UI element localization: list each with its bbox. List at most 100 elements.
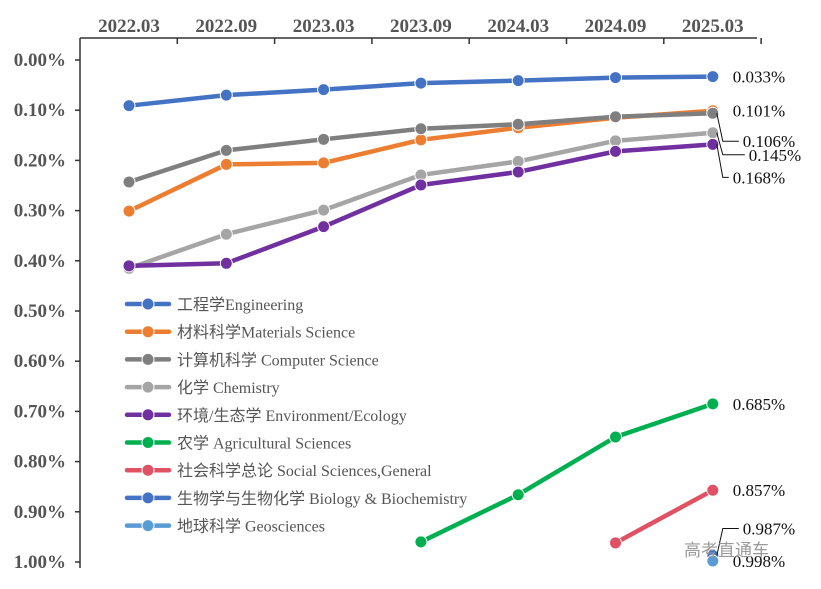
legend-label: 化学 Chemistry	[177, 379, 280, 397]
series-5	[122, 137, 720, 273]
legend-swatch-marker	[141, 325, 155, 339]
data-point	[122, 204, 136, 218]
data-point	[219, 143, 233, 157]
watermark-text: 高考直通车	[684, 541, 769, 561]
data-point	[219, 88, 233, 102]
y-tick-label: 0.20%	[14, 150, 66, 171]
legend-swatch-marker	[141, 380, 155, 394]
end-value-label: 0.857%	[733, 481, 785, 500]
legend-item: 计算机科学 Computer Science	[124, 350, 379, 369]
legend-item: 地球科学 Geosciences	[124, 518, 325, 536]
leader-line	[716, 113, 739, 142]
y-tick-label: 0.30%	[14, 201, 66, 222]
y-tick-label: 0.40%	[14, 251, 66, 272]
legend-swatch-marker	[141, 352, 155, 366]
leader-line	[716, 527, 739, 556]
end-value-label: 0.998%	[733, 552, 785, 571]
data-point	[317, 83, 331, 97]
legend-swatch-marker	[141, 408, 155, 422]
x-tick-label: 2024.09	[585, 16, 647, 37]
series-line	[126, 142, 716, 269]
label-leader-lines	[716, 113, 745, 556]
data-point	[317, 156, 331, 170]
end-value-labels: 0.033% 0.101% 0.106%0.145% 0.168% 0.685% 0.85…	[733, 68, 801, 571]
x-tick-label: 2023.09	[390, 16, 452, 37]
data-point	[414, 535, 428, 549]
legend-swatch-marker	[141, 297, 155, 311]
leader-line	[716, 132, 745, 156]
data-point	[609, 430, 622, 444]
x-tick-label: 2024.03	[487, 16, 549, 37]
data-point	[511, 488, 525, 502]
end-value-label: 0.033%	[733, 68, 785, 87]
leader-line	[716, 144, 729, 178]
end-value-label: 0.685%	[733, 395, 785, 414]
data-point	[706, 397, 720, 411]
legend-item: 农学 Agricultural Sciences	[124, 435, 351, 453]
end-value-label: 0.168%	[733, 168, 785, 187]
series-9	[706, 554, 720, 568]
end-value-label: 0.101%	[733, 102, 785, 121]
legend-item: 社会科学总论 Social Sciences,General	[124, 462, 432, 480]
data-point	[706, 70, 720, 84]
end-value-label: 0.987%	[743, 519, 795, 538]
data-point	[219, 256, 233, 270]
series-7	[609, 483, 720, 550]
legend-label: 材料科学Materials Science	[177, 324, 355, 342]
data-point	[414, 76, 428, 90]
data-point	[609, 144, 622, 158]
data-point	[317, 132, 331, 146]
data-point	[511, 74, 525, 88]
series-1	[122, 70, 720, 113]
y-tick-label: 0.70%	[14, 401, 66, 422]
y-tick-label: 1.00%	[14, 552, 66, 573]
data-point	[219, 157, 233, 171]
y-tick-label: 0.90%	[14, 502, 66, 523]
legend-swatch-marker	[141, 519, 155, 533]
series-2	[122, 104, 720, 218]
legend-label: 工程学Engineering	[177, 296, 303, 314]
legend-label: 环境/生态学 Environment/Ecology	[177, 406, 407, 425]
x-tick-label: 2023.03	[293, 16, 355, 37]
y-tick-label: 0.00%	[14, 50, 66, 71]
data-point	[414, 122, 428, 136]
data-point	[414, 133, 428, 147]
x-tick-label: 2022.09	[195, 16, 257, 37]
data-point	[219, 227, 233, 241]
legend-label: 社会科学总论 Social Sciences,General	[177, 462, 432, 480]
y-tick-labels: 0.00% 0.10% 0.20% 0.30% 0.40% 0.50% 0.60% 0.70%…	[14, 50, 66, 573]
y-tick-label: 0.60%	[14, 351, 66, 372]
legend-label: 生物学与生物化学 Biology & Biochemistry	[177, 490, 467, 508]
legend-item: 工程学Engineering	[124, 296, 303, 314]
legend-item: 材料科学Materials Science	[124, 324, 355, 342]
series-line	[418, 401, 716, 545]
x-tick-label: 2025.03	[682, 16, 744, 37]
data-point	[414, 178, 428, 192]
legend-label: 农学 Agricultural Sciences	[177, 435, 351, 453]
data-point	[122, 259, 136, 273]
legend-swatch-marker	[141, 491, 155, 505]
data-point	[706, 137, 720, 151]
data-point	[706, 106, 720, 120]
x-tick-labels: 2022.03 2022.09 2023.03 2023.09 2024.03 2024.…	[98, 16, 744, 37]
legend-label: 地球科学 Geosciences	[177, 518, 325, 536]
y-tick-label: 0.80%	[14, 452, 66, 473]
legend-item: 生物学与生物化学 Biology & Biochemistry	[124, 490, 467, 508]
data-point	[706, 483, 720, 497]
data-point	[609, 110, 622, 124]
series-lines	[122, 70, 720, 568]
legend-label: 计算机科学 Computer Science	[177, 350, 379, 369]
series-line	[613, 487, 716, 546]
data-point	[317, 220, 331, 234]
legend-swatch-marker	[141, 463, 155, 477]
y-tick-label: 0.10%	[14, 100, 66, 121]
y-tick-label: 0.50%	[14, 301, 66, 322]
data-point	[609, 536, 622, 550]
data-point	[609, 71, 622, 85]
data-point	[511, 165, 525, 179]
data-point	[317, 203, 331, 217]
axes	[75, 37, 762, 568]
data-point	[122, 99, 136, 113]
series-3	[122, 106, 720, 189]
